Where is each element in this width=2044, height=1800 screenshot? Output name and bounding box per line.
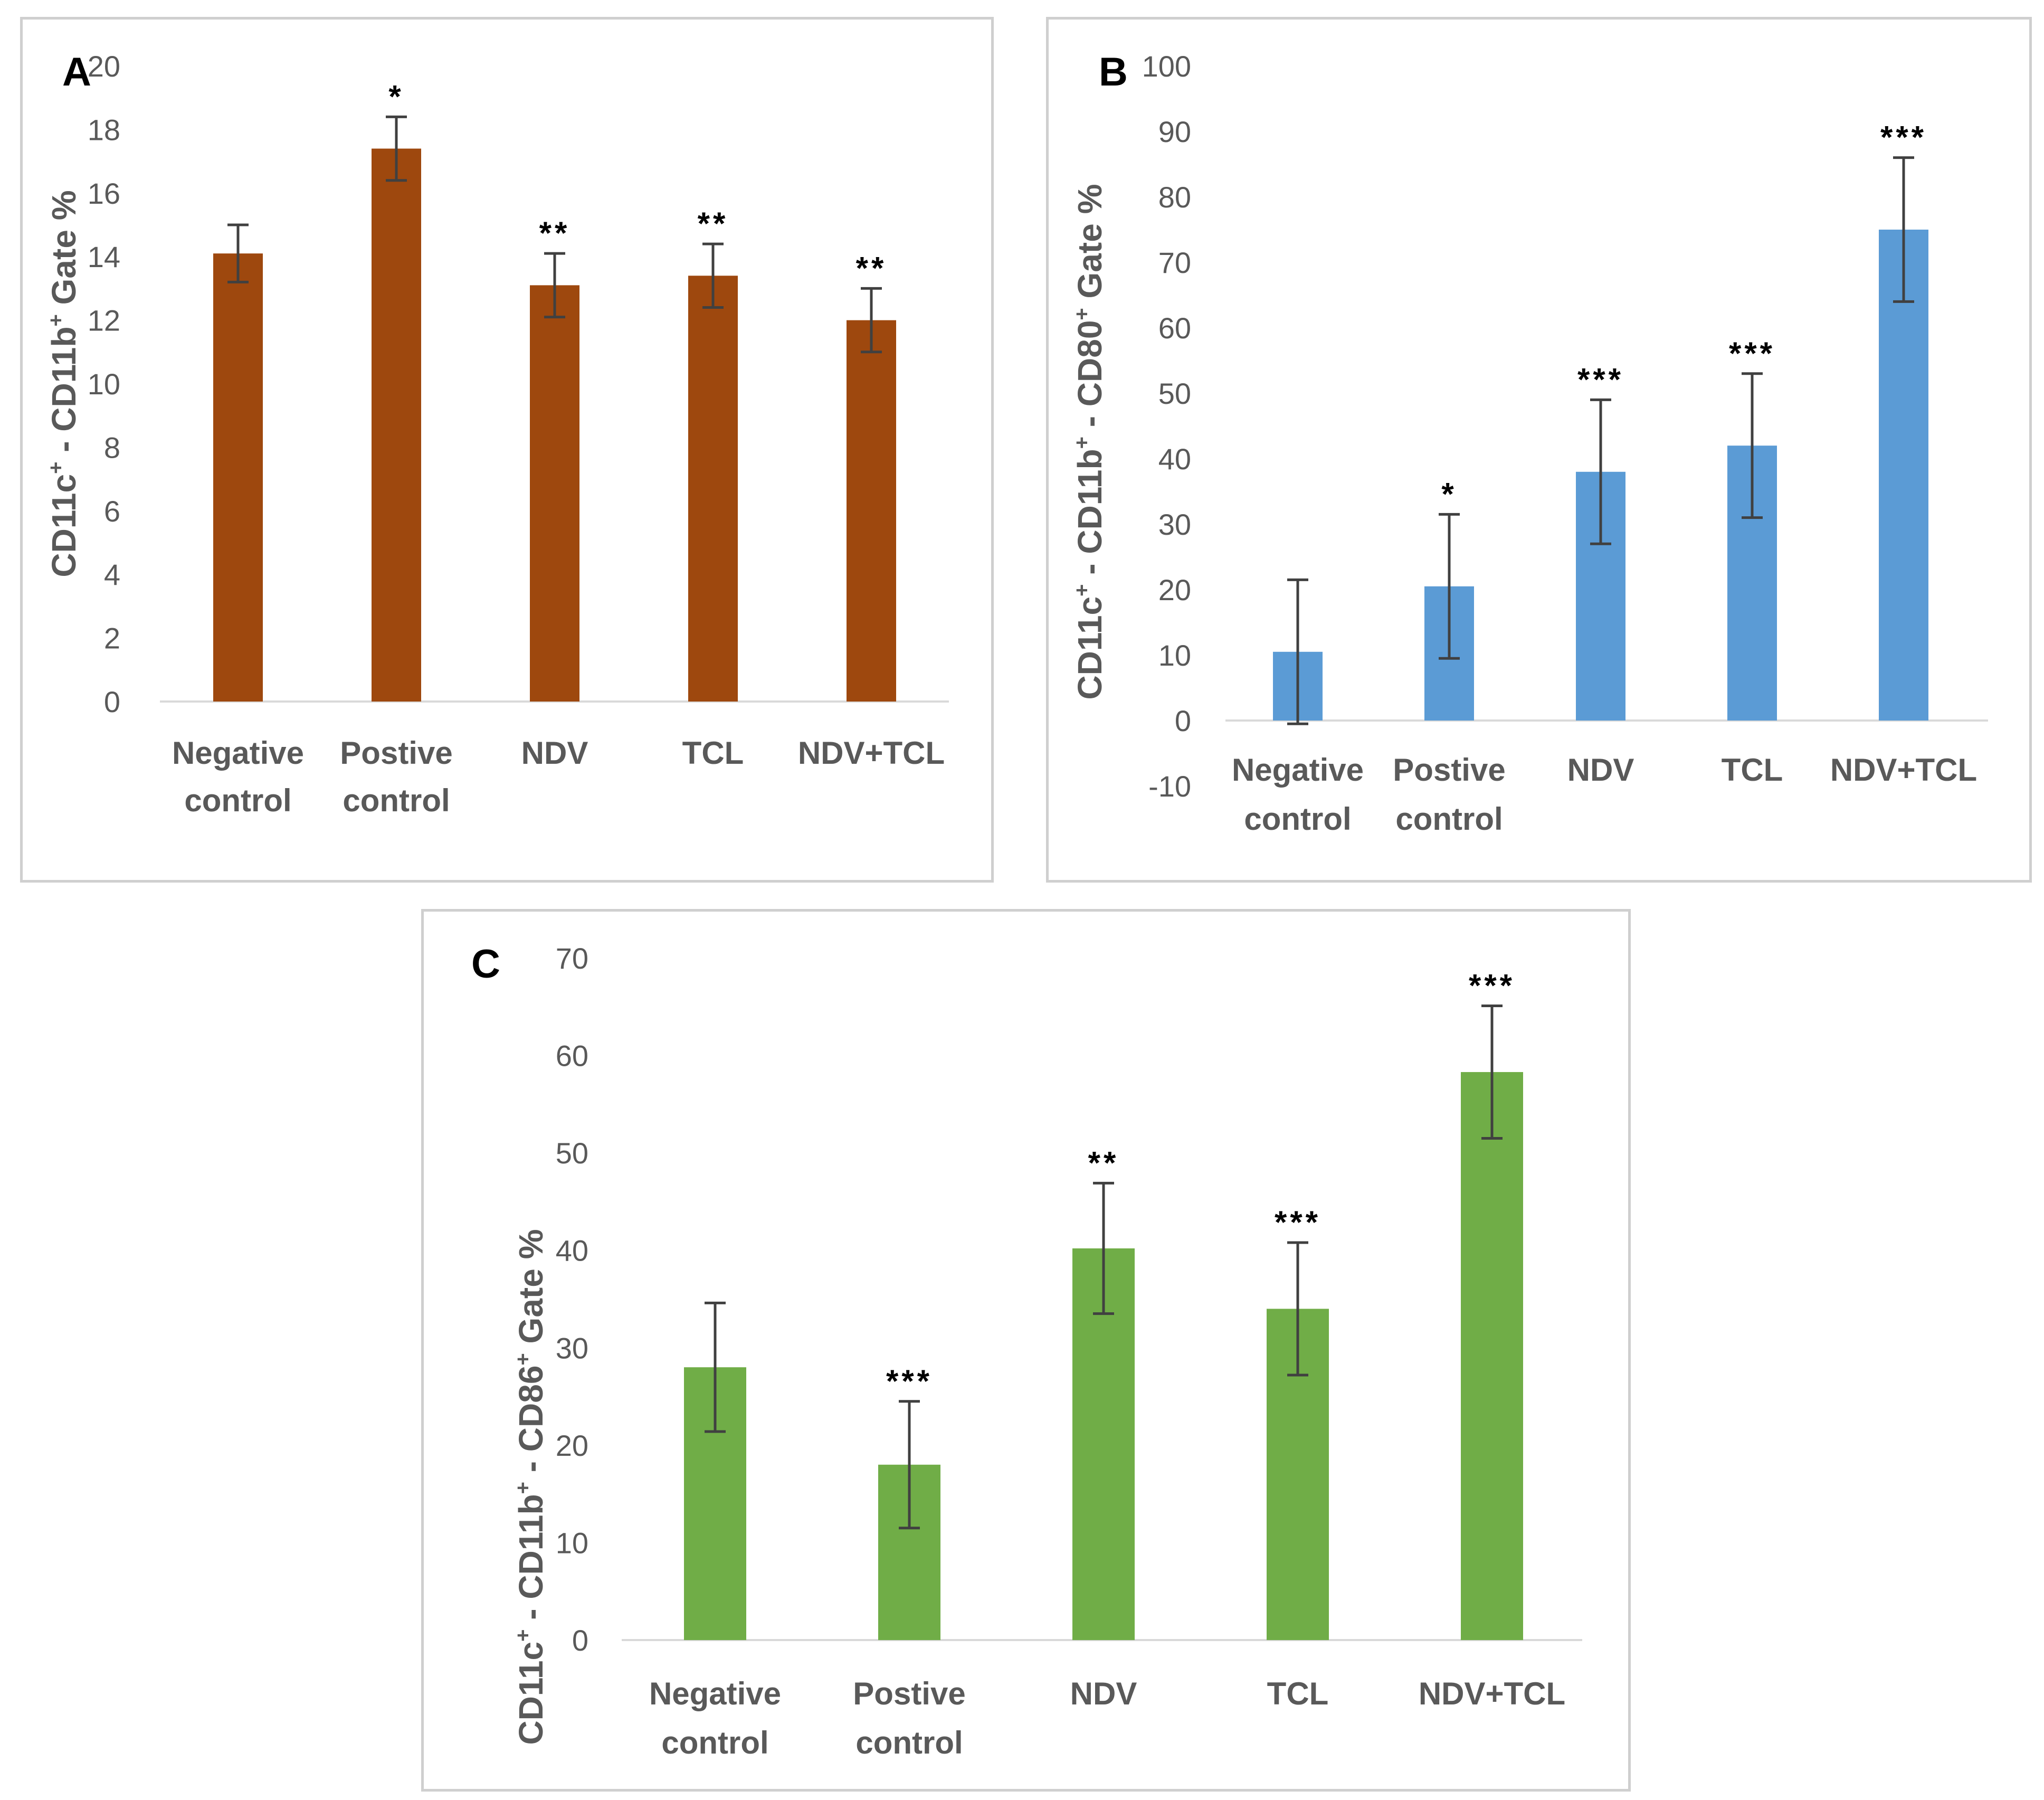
significance-marker: * <box>388 79 404 114</box>
significance-marker: ** <box>856 250 887 286</box>
significance-marker: ** <box>698 206 729 241</box>
y-tick-label: 30 <box>1158 508 1191 541</box>
bar <box>688 276 738 702</box>
y-tick-label: 18 <box>88 113 120 146</box>
chart-panel-b: B CD11c+ - CD11b+ - CD80+ Gate % -10 0 10 20 3… <box>1046 17 2032 883</box>
y-tick-label: 0 <box>1175 704 1191 737</box>
bar <box>530 285 579 702</box>
y-tick-label: 20 <box>88 50 120 83</box>
bar <box>372 148 421 702</box>
significance-marker: ** <box>1088 1145 1119 1180</box>
error-bar <box>899 1400 920 1530</box>
significance-marker: *** <box>1469 968 1515 1003</box>
chart-panel-c: C CD11c+ - CD11b+ - CD86+ Gate % 0 10 20 30 40… <box>421 909 1631 1792</box>
y-tick-label: 30 <box>556 1331 588 1365</box>
panel-label: B <box>1099 50 1128 94</box>
x-category-label: NDV <box>521 735 588 771</box>
error-bar <box>705 1301 726 1433</box>
y-tick-label: 16 <box>88 177 120 210</box>
error-bar <box>386 115 407 182</box>
error-bar <box>861 287 882 354</box>
y-tick-label: -10 <box>1148 770 1191 803</box>
y-tick-label: 70 <box>1158 246 1191 279</box>
significance-marker: *** <box>886 1363 933 1399</box>
significance-marker: *** <box>1275 1205 1321 1240</box>
y-tick-label: 20 <box>1158 573 1191 607</box>
x-category-label: Postive <box>1393 752 1505 788</box>
x-category-label: control <box>855 1725 963 1760</box>
x-category-label: control <box>1244 801 1351 837</box>
y-axis-title: CD11c+ - CD11b+ Gate % <box>44 190 83 577</box>
y-tick-label: 40 <box>556 1234 588 1267</box>
error-bar <box>1287 578 1308 725</box>
error-bar <box>544 252 565 319</box>
bar <box>213 253 263 702</box>
x-category-label: TCL <box>682 735 744 771</box>
y-tick-label: 8 <box>104 431 120 464</box>
x-category-label: NDV+TCL <box>1419 1676 1565 1711</box>
y-tick-label: 4 <box>104 558 120 591</box>
error-bar <box>1742 372 1763 519</box>
y-tick-label: 80 <box>1158 181 1191 214</box>
y-tick-label: 14 <box>88 240 120 273</box>
x-category-label: control <box>343 783 450 818</box>
x-category-label: control <box>184 783 291 818</box>
error-bar <box>1093 1181 1114 1315</box>
bar <box>1879 230 1928 721</box>
chart-c-canvas: C CD11c+ - CD11b+ - CD86+ Gate % 0 10 20 30 40… <box>471 942 1582 1760</box>
x-category-label: NDV <box>1070 1676 1137 1711</box>
bar <box>1461 1072 1523 1640</box>
significance-marker: *** <box>1729 336 1775 371</box>
x-category-label: TCL <box>1267 1676 1329 1711</box>
y-axis-title: CD11c+ - CD11b+ - CD80+ Gate % <box>1070 184 1109 699</box>
x-category-label: control <box>1395 801 1503 837</box>
y-tick-label: 0 <box>572 1624 588 1657</box>
significance-marker: *** <box>1577 362 1624 397</box>
significance-marker: ** <box>539 215 571 251</box>
y-tick-label: 10 <box>556 1526 588 1559</box>
y-tick-label: 60 <box>556 1039 588 1073</box>
chart-b-canvas: B CD11c+ - CD11b+ - CD80+ Gate % -10 0 10 20 3… <box>1070 50 1988 837</box>
x-category-label: NDV <box>1567 752 1634 788</box>
y-tick-label: 50 <box>556 1136 588 1170</box>
y-tick-label: 100 <box>1142 50 1191 83</box>
x-category-label: Negative <box>1232 752 1364 788</box>
chart-panel-a: A CD11c+ - CD11b+ Gate % 0 2 4 6 8 10 12 14 16 18 20… <box>20 17 994 883</box>
error-bar <box>1439 513 1460 660</box>
chart-a-canvas: A CD11c+ - CD11b+ Gate % 0 2 4 6 8 10 12 14 16 18 20… <box>44 50 949 818</box>
y-tick-label: 40 <box>1158 442 1191 476</box>
significance-marker: * <box>1441 476 1457 511</box>
x-category-label: control <box>661 1725 768 1760</box>
x-category-label: Negative <box>649 1676 781 1711</box>
y-tick-label: 50 <box>1158 377 1191 410</box>
x-category-label: Negative <box>172 735 304 771</box>
y-tick-label: 2 <box>104 622 120 655</box>
error-bar <box>702 242 724 309</box>
error-bar <box>1481 1004 1503 1140</box>
y-tick-label: 0 <box>104 685 120 718</box>
y-tick-label: 10 <box>88 367 120 401</box>
y-tick-label: 6 <box>104 495 120 528</box>
y-tick-label: 70 <box>556 942 588 975</box>
x-category-label: TCL <box>1722 752 1783 788</box>
y-axis-title: CD11c+ - CD11b+ - CD86+ Gate % <box>511 1229 550 1745</box>
y-tick-label: 90 <box>1158 115 1191 148</box>
bar <box>847 320 896 702</box>
error-bar <box>1590 398 1611 545</box>
panel-label: C <box>471 942 500 987</box>
error-bar <box>1893 156 1914 303</box>
x-category-label: Postive <box>340 735 452 771</box>
panel-label: A <box>62 50 91 94</box>
x-category-label: NDV+TCL <box>1830 752 1977 788</box>
y-tick-label: 60 <box>1158 311 1191 345</box>
y-tick-label: 12 <box>88 304 120 337</box>
y-tick-label: 10 <box>1158 639 1191 672</box>
error-bar <box>227 223 249 283</box>
x-category-label: NDV+TCL <box>798 735 945 771</box>
error-bar <box>1287 1241 1308 1377</box>
significance-marker: *** <box>1880 120 1927 155</box>
x-category-label: Postive <box>853 1676 965 1711</box>
y-tick-label: 20 <box>556 1429 588 1462</box>
